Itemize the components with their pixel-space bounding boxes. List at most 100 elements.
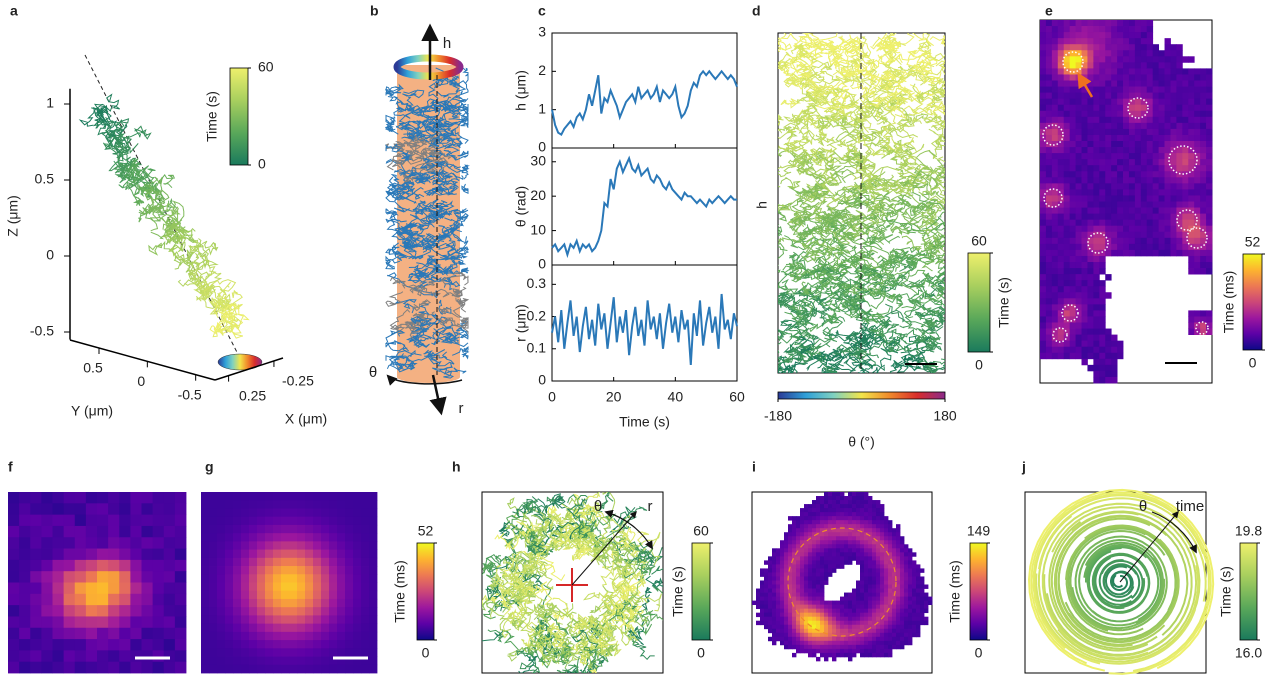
heatmap-cell — [828, 512, 833, 517]
trace — [800, 236, 820, 261]
heatmap-cell — [1206, 177, 1213, 184]
heatmap-cell — [788, 628, 793, 634]
trace — [503, 594, 523, 608]
heatmap-cell — [900, 624, 905, 630]
heatmap-cell — [904, 596, 909, 601]
heatmap-cell — [1105, 358, 1112, 366]
heatmap-cell — [1087, 280, 1094, 287]
heatmap-cell — [872, 580, 877, 585]
heatmap-cell — [1051, 171, 1059, 178]
heatmap-cell — [30, 492, 42, 504]
heatmap-cell — [1063, 38, 1071, 45]
trace — [829, 106, 844, 117]
heatmap-cell — [1200, 86, 1207, 93]
trace — [782, 353, 794, 364]
trace — [612, 552, 625, 569]
heatmap-cell — [1063, 177, 1071, 184]
trace — [822, 239, 852, 255]
heatmap-cell — [249, 541, 258, 550]
heatmap-cell — [788, 612, 793, 618]
heatmap-cell — [1075, 44, 1082, 51]
heatmap-cell — [1057, 147, 1065, 154]
heatmap-cell — [353, 549, 362, 559]
trace — [841, 295, 865, 309]
colorbar — [967, 252, 991, 353]
trace — [881, 185, 916, 195]
heatmap-cell — [1099, 92, 1106, 100]
heatmap-cell — [812, 560, 817, 565]
heatmap-cell — [1057, 352, 1065, 360]
heatmap-cell — [19, 492, 31, 504]
heatmap-cell — [796, 648, 801, 654]
heatmap-cell — [868, 628, 873, 634]
heatmap-cell — [920, 580, 925, 585]
heatmap-cell — [52, 593, 65, 606]
heatmap-cell — [872, 532, 877, 537]
trace — [786, 197, 811, 233]
heatmap-cell — [812, 652, 817, 658]
heatmap-cell — [289, 631, 298, 641]
heatmap-cell — [1069, 304, 1076, 311]
colorbar-label: Time (ms) — [392, 560, 408, 622]
heatmap-cell — [108, 605, 120, 617]
heatmap-cell — [30, 514, 42, 527]
heatmap-cell — [868, 644, 873, 650]
heatmap-cell — [896, 632, 901, 638]
heatmap-cell — [1051, 98, 1059, 106]
heatmap-cell — [174, 571, 187, 583]
heatmap-cell — [1069, 86, 1076, 93]
heatmap-cell — [828, 620, 833, 626]
heatmap-cell — [1069, 122, 1076, 130]
heatmap-cell — [1188, 110, 1195, 118]
trace — [848, 353, 874, 373]
heatmap-cell — [297, 492, 306, 501]
heatmap-cell — [1045, 255, 1053, 263]
heatmap-cell — [888, 540, 893, 545]
trace — [620, 599, 637, 619]
heatmap-cell — [1170, 231, 1177, 239]
heatmap-cell — [1087, 171, 1094, 178]
heatmap-cell — [1176, 183, 1183, 190]
heatmap-cell — [828, 520, 833, 525]
heatmap-cell — [1045, 177, 1053, 184]
heatmap-cell — [1152, 80, 1160, 87]
heatmap-cell — [1105, 141, 1112, 148]
heatmap-cell — [1206, 122, 1213, 130]
heatmap-cell — [1140, 56, 1148, 63]
heatmap-cell — [796, 516, 801, 521]
heatmap-cell — [233, 607, 242, 616]
heatmap-cell — [812, 624, 817, 630]
heatmap-cell — [880, 576, 885, 581]
heatmap-cell — [1200, 243, 1207, 251]
heatmap-cell — [856, 600, 861, 606]
heatmap-cell — [1111, 74, 1118, 81]
heatmap-cell — [824, 520, 829, 525]
heatmap-cell — [896, 644, 901, 650]
trace — [405, 170, 425, 180]
heatmap-cell — [876, 552, 881, 557]
heatmap-cell — [337, 623, 346, 633]
heatmap-cell — [876, 540, 881, 545]
heatmap-cell — [108, 593, 120, 606]
trace — [856, 57, 895, 75]
heatmap-cell — [852, 604, 857, 610]
heatmap-cell — [832, 552, 837, 557]
heatmap-cell — [209, 656, 218, 666]
heatmap-cell — [1158, 231, 1165, 239]
heatmap-cell — [1075, 141, 1082, 148]
heatmap-cell — [1158, 225, 1165, 233]
heatmap-cell — [1093, 56, 1100, 63]
heatmap-cell — [804, 572, 809, 577]
heatmap-cell — [30, 661, 42, 674]
trace — [452, 286, 467, 297]
heatmap-cell — [792, 604, 797, 610]
trace — [866, 73, 882, 95]
y-axis-label: r (μm) — [513, 304, 529, 342]
trace — [826, 127, 862, 147]
heatmap-cell — [265, 656, 274, 666]
hotspot-outline — [1062, 51, 1084, 73]
heatmap-cell — [876, 604, 881, 610]
heatmap-cell — [904, 544, 909, 549]
trace — [506, 497, 526, 529]
heatmap-cell — [1045, 262, 1053, 269]
